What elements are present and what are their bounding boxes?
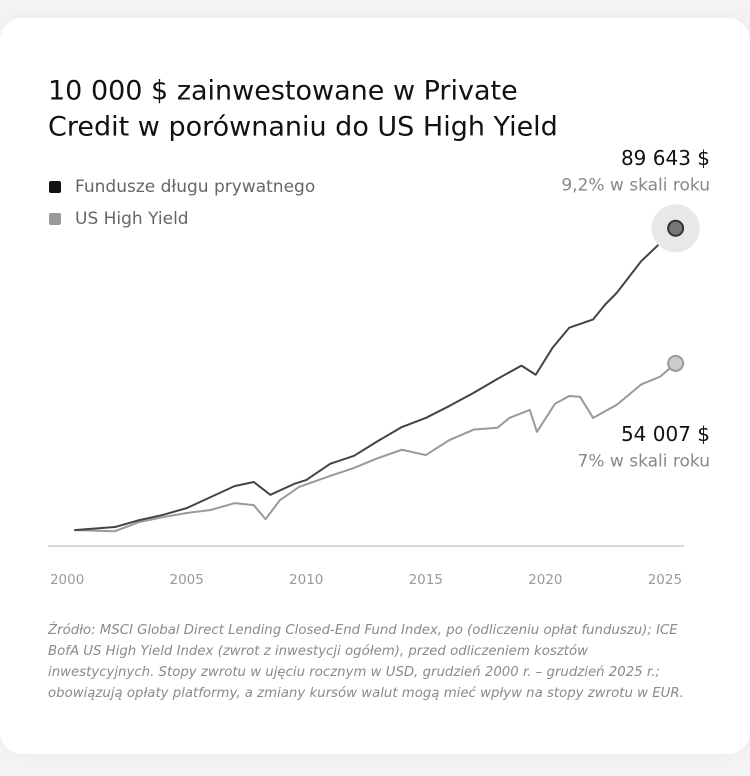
chart-title: Credit w porównaniu do US High Yield: [48, 112, 558, 143]
legend-label: Fundusze długu prywatnego: [75, 177, 315, 197]
x-tick-label: 2005: [169, 572, 203, 588]
card: [0, 18, 750, 754]
end-annotation: 9,2% w skali roku: [561, 175, 710, 195]
end-value-label: 89 643 $: [621, 146, 710, 170]
legend-swatch: [49, 181, 61, 193]
legend-swatch: [49, 213, 61, 225]
end-marker: [667, 354, 685, 372]
x-tick-label: 2020: [528, 572, 562, 588]
end-value-label: 54 007 $: [621, 422, 710, 446]
x-tick-label: 2015: [409, 572, 443, 588]
chart-title: 10 000 $ zainwestowane w Private: [48, 76, 518, 107]
end-annotation: 7% w skali roku: [578, 451, 710, 471]
x-tick-label: 2000: [50, 572, 84, 588]
end-marker: [667, 219, 685, 237]
x-tick-label: 2010: [289, 572, 323, 588]
series-line: [74, 362, 677, 533]
series-line: [74, 227, 677, 532]
legend-label: US High Yield: [75, 209, 189, 229]
source-note: Źródło: MSCI Global Direct Lending Close…: [48, 623, 684, 701]
x-tick-label: 2025: [648, 572, 682, 588]
